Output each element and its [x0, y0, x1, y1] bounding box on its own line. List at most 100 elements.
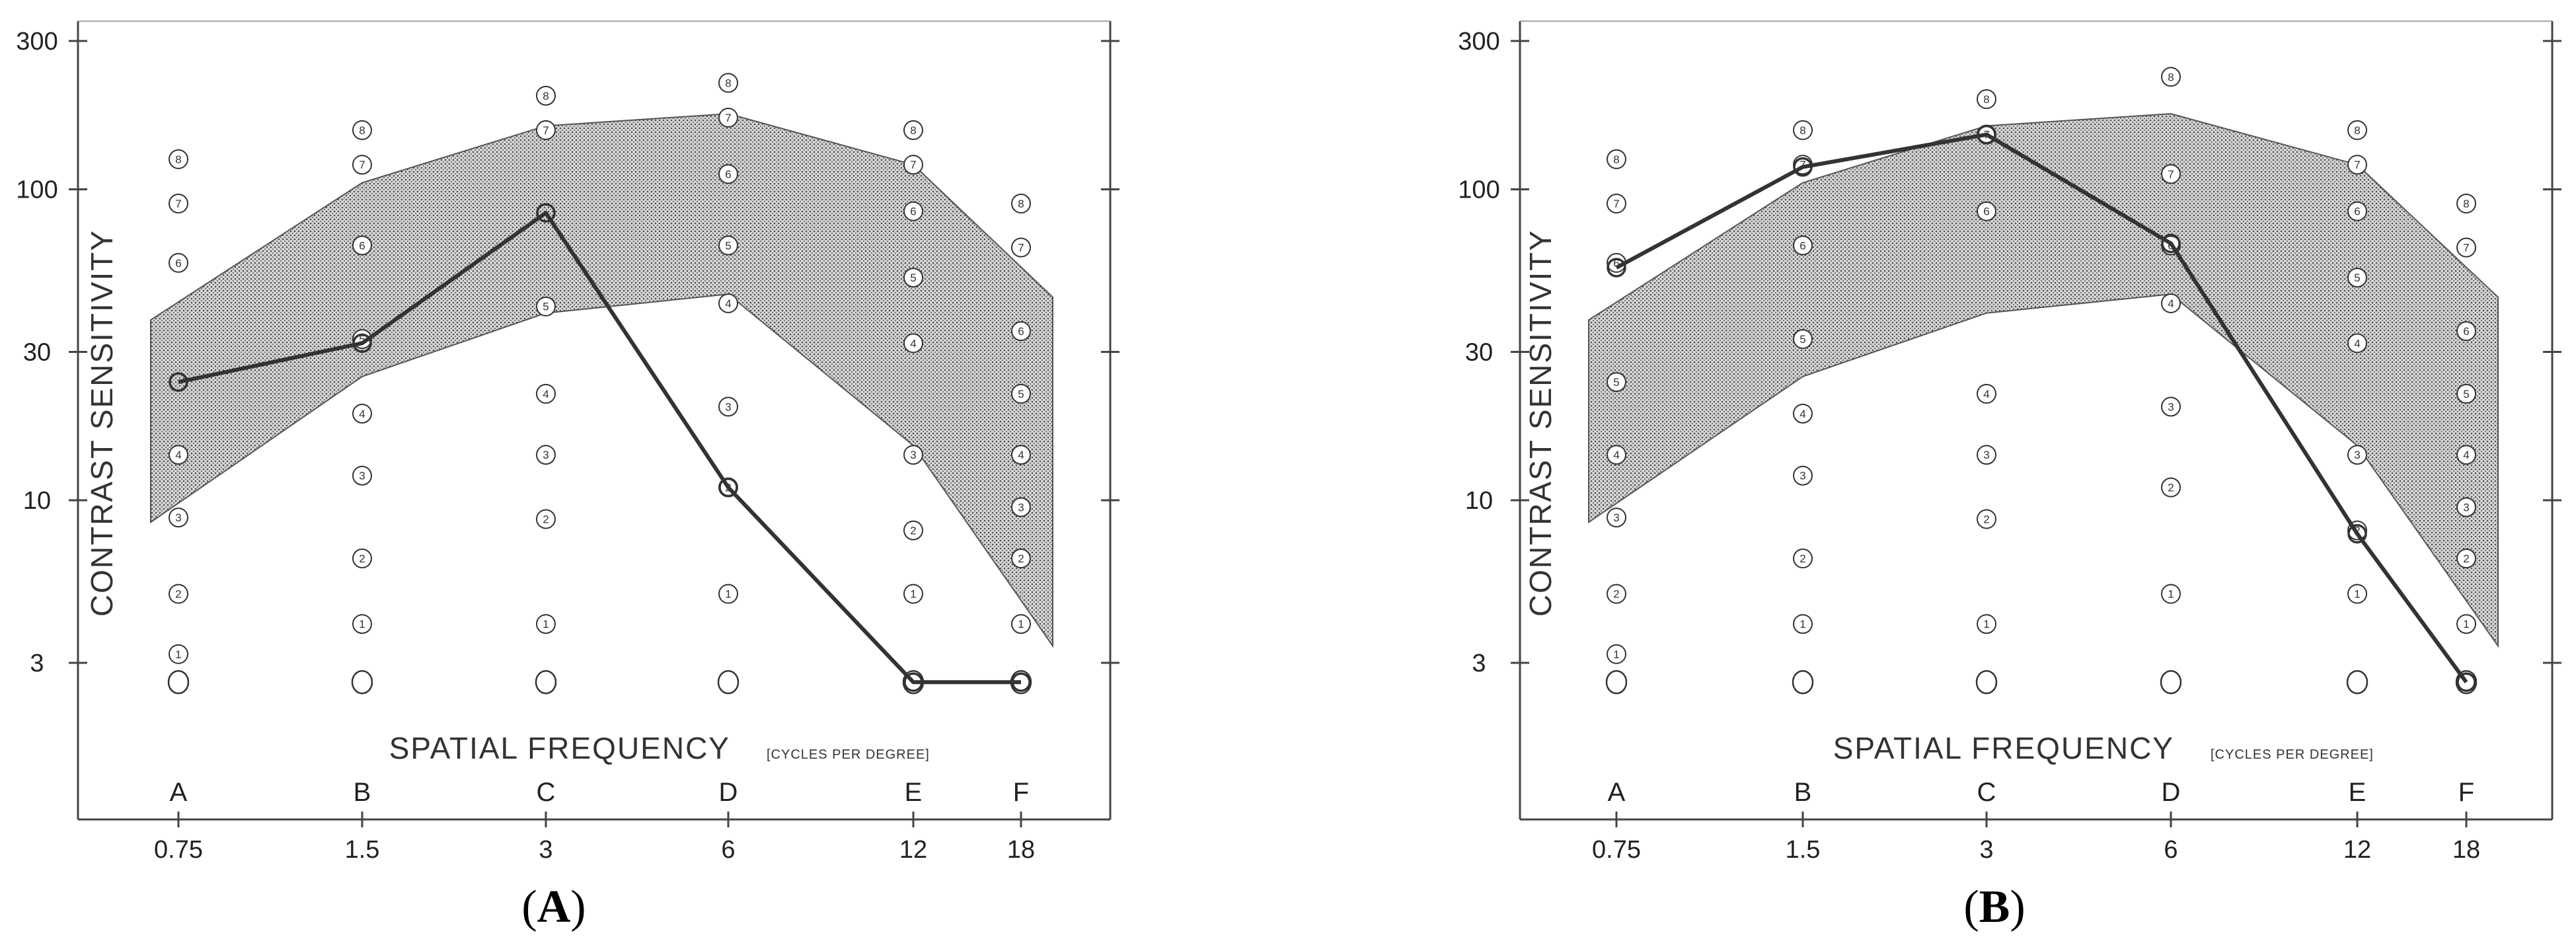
patch-level-circle [1793, 614, 1813, 634]
patch-level-marker: 3 [2347, 445, 2367, 465]
patch-level-marker: 7 [2456, 237, 2476, 258]
normal-range-band [150, 113, 1053, 648]
patch-level-circle [903, 584, 923, 604]
patch-level-marker: 4 [169, 445, 188, 465]
patch-level-marker: 8 [536, 85, 556, 106]
patch-level-circle [903, 268, 923, 288]
patch-level-marker: 2 [1011, 549, 1031, 569]
x-letter-label: A [1608, 778, 1626, 807]
patch-level-circle [536, 614, 556, 634]
patch-level-marker: 4 [2161, 293, 2181, 313]
patch-level-circle [718, 584, 738, 604]
patch-level-circle [352, 549, 372, 569]
patch-level-marker: 6 [1607, 252, 1626, 273]
patch-level-circle [2161, 67, 2181, 87]
patch-level-number: 1 [2463, 618, 2469, 630]
patch-level-circle [1607, 508, 1626, 528]
panel-label: (A) [521, 882, 586, 932]
patch-level-number: 1 [543, 618, 549, 630]
sensitivity-point [536, 203, 556, 223]
patch-level-circle [2455, 669, 2478, 695]
patch-level-marker [351, 669, 373, 695]
patch-level-marker: 4 [536, 383, 556, 404]
patch-level-number: 2 [1983, 513, 1989, 525]
patch-level-circle [2456, 383, 2476, 404]
patch-level-circle [1011, 445, 1031, 465]
patch-level-marker: 8 [1011, 194, 1031, 214]
patch-level-marker: 4 [2347, 333, 2367, 354]
patch-level-marker: 7 [352, 155, 372, 175]
patch-level-number: 4 [910, 337, 916, 350]
patch-level-marker: 5 [2456, 383, 2476, 404]
patch-level-number: 1 [725, 588, 731, 601]
patch-level-number: 7 [910, 159, 916, 171]
patch-level-number: 7 [1018, 242, 1024, 254]
patch-level-number: 4 [2354, 337, 2360, 350]
patch-level-marker [535, 669, 557, 695]
x-axis-unit: [CYCLES PER DEGREE] [2211, 747, 2374, 762]
patch-level-marker: 6 [169, 252, 188, 273]
patch-level-number: 4 [2168, 297, 2174, 310]
patch-level-circle [1793, 235, 1813, 256]
patch-level-number: 1 [1018, 618, 1024, 630]
patch-level-number: 7 [2168, 168, 2174, 180]
patch-level-number: 4 [1983, 388, 1989, 400]
patch-level-number: 4 [2463, 449, 2469, 461]
patch-level-marker: 5 [718, 235, 738, 256]
patch-level-number: 2 [1018, 552, 1024, 565]
patch-level-marker: 8 [2161, 67, 2181, 87]
patch-level-number: 1 [1983, 618, 1989, 630]
patch-level-number: 2 [359, 552, 365, 565]
patch-level-circle [2347, 120, 2367, 140]
patch-level-marker: 4 [903, 333, 923, 354]
patch-level-circle [2456, 321, 2476, 342]
patch-level-number: 6 [1983, 206, 1989, 218]
patch-level-circle [352, 403, 372, 424]
x-letter-label: F [1013, 778, 1029, 807]
patch-level-circle [536, 85, 556, 106]
patch-level-number: 2 [910, 525, 916, 537]
patch-level-marker: 5 [903, 268, 923, 288]
patch-level-circle [1977, 89, 1996, 110]
patch-level-number: 8 [1613, 153, 1619, 166]
patch-level-number: 7 [175, 198, 181, 210]
patch-level-number: 1 [2168, 588, 2174, 601]
sensitivity-point [718, 477, 738, 498]
patch-level-circle [1977, 201, 1996, 221]
chart-panel-a: 3 10 30 100 300 CONTRAST SENSITIVITY SPATIAL F… [16, 20, 1119, 932]
patch-level-circle [2346, 669, 2368, 695]
patch-level-number: 2 [2168, 482, 2174, 494]
patch-level-marker: 4 [1793, 403, 1813, 424]
patch-level-number: 8 [2168, 71, 2174, 83]
sensitivity-point [2456, 672, 2476, 692]
panel-label: (B) [1963, 882, 2025, 932]
patch-level-number: 2 [543, 513, 549, 525]
patch-level-circle [903, 155, 923, 175]
patch-level-number: 6 [2354, 206, 2360, 218]
patch-level-marker: 8 [1607, 149, 1626, 169]
x-letter-label: C [1977, 778, 1996, 807]
patch-level-marker: 2 [352, 549, 372, 569]
patch-level-marker: 6 [718, 164, 738, 184]
patch-level-marker: 2 [169, 584, 188, 604]
patch-level-circle [1011, 614, 1031, 634]
patch-level-number: 7 [2463, 242, 2469, 254]
y-axis-title: CONTRAST SENSITIVITY [85, 229, 119, 617]
patch-level-number: 3 [2168, 400, 2174, 413]
patch-level-marker: 5 [1793, 329, 1813, 350]
patch-level-marker: 1 [1793, 614, 1813, 634]
patch-level-marker: 8 [2347, 120, 2367, 140]
patch-level-circle [717, 669, 739, 695]
patch-level-circle [718, 293, 738, 313]
patch-level-number: 8 [2354, 124, 2360, 137]
sensitivity-point [169, 372, 188, 392]
patch-level-circle [1607, 445, 1626, 465]
patch-level-number: 6 [910, 206, 916, 218]
patch-level-marker [167, 669, 190, 695]
patch-level-circle [1977, 445, 1996, 465]
patch-level-number: 5 [543, 301, 549, 313]
y-tick-label: 3 [1472, 650, 1486, 677]
y-tick-label: 300 [16, 28, 57, 56]
patch-level-number: 4 [1799, 408, 1805, 420]
